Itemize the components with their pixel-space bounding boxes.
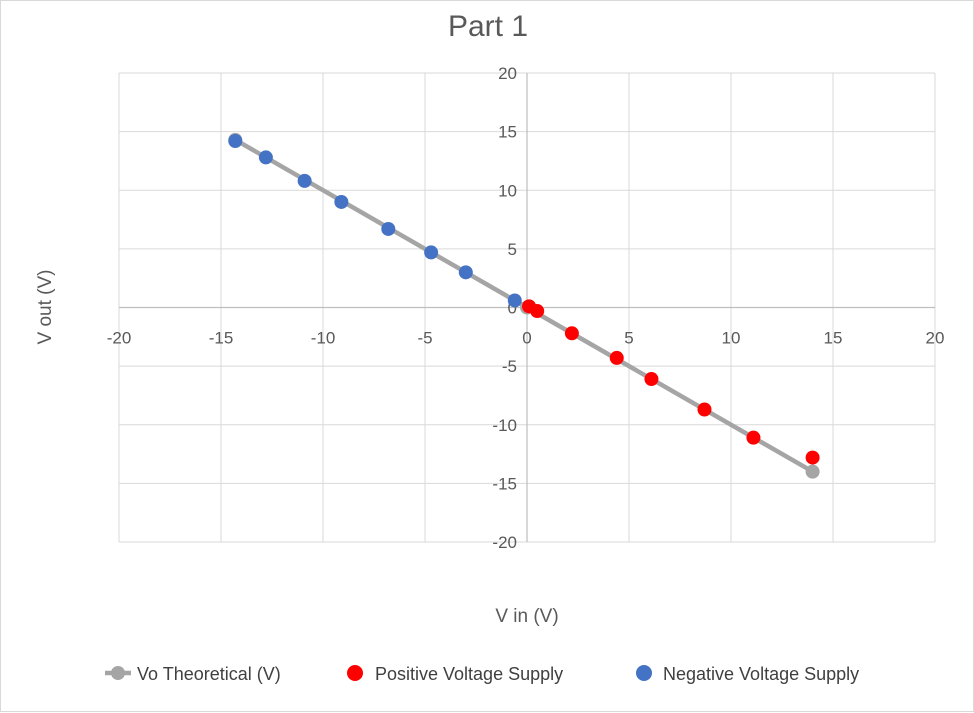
chart-title: Part 1 (448, 10, 528, 43)
legend: Vo Theoretical (V) Positive Voltage Suppl… (105, 664, 859, 684)
x-tick-label: 0 (522, 329, 531, 348)
data-point (805, 450, 820, 465)
series-2 (228, 134, 522, 308)
legend-entry-2: Negative Voltage Supply (636, 664, 859, 684)
y-tick-label: 20 (498, 64, 517, 83)
y-tick-label: 5 (508, 240, 517, 259)
x-axis-title: V in (V) (495, 606, 558, 627)
legend-entry-0: Vo Theoretical (V) (105, 664, 281, 684)
x-tick-label: -10 (311, 329, 336, 348)
y-tick-label: -15 (492, 474, 517, 493)
y-tick-label: 0 (508, 299, 517, 318)
data-point (381, 221, 396, 236)
y-tick-label: -10 (492, 416, 517, 435)
y-axis-title: V out (V) (35, 270, 56, 345)
legend-label: Vo Theoretical (V) (137, 664, 281, 684)
data-point (805, 464, 820, 479)
data-point (424, 245, 439, 260)
data-point (458, 265, 473, 280)
data-point (609, 350, 624, 365)
data-point (530, 304, 545, 319)
legend-marker-swatch (347, 665, 363, 681)
series-layer (228, 132, 820, 479)
y-tick-label: 15 (498, 123, 517, 142)
data-point (258, 150, 273, 165)
data-point (697, 402, 712, 417)
legend-marker-swatch (111, 666, 125, 680)
data-point (507, 293, 522, 308)
data-point (644, 372, 659, 387)
data-point (334, 194, 349, 209)
x-tick-label: 10 (722, 329, 741, 348)
data-point (228, 134, 243, 149)
x-tick-label: -20 (107, 329, 132, 348)
x-tick-label: 15 (824, 329, 843, 348)
x-tick-label: 5 (624, 329, 633, 348)
data-point (297, 173, 312, 188)
x-tick-label: -15 (209, 329, 234, 348)
tick-labels: -20 -15 -10 -5 0 5 10 15 20 20 15 10 5 0 -5 -10 -15 -20 (107, 64, 945, 552)
legend-label: Positive Voltage Supply (375, 664, 563, 684)
x-tick-label: 20 (926, 329, 945, 348)
legend-marker-swatch (636, 665, 652, 681)
legend-label: Negative Voltage Supply (663, 664, 859, 684)
data-point (746, 430, 761, 445)
series-1 (522, 299, 820, 465)
y-tick-label: 10 (498, 181, 517, 200)
legend-entry-1: Positive Voltage Supply (347, 664, 563, 684)
x-tick-label: -5 (417, 329, 432, 348)
data-point (564, 326, 579, 341)
y-tick-label: -20 (492, 533, 517, 552)
y-tick-label: -5 (502, 357, 517, 376)
